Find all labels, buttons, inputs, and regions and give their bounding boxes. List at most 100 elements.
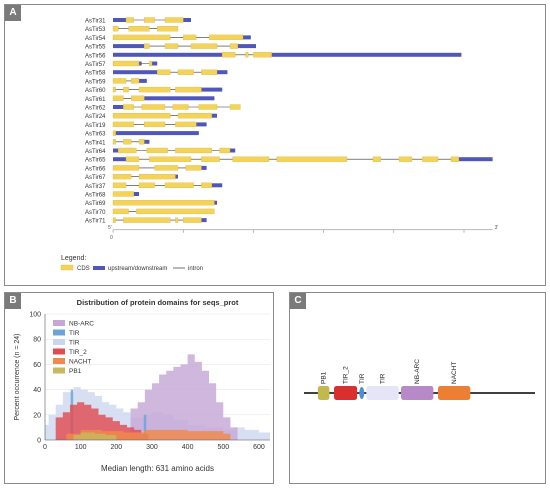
domain-label: TIR [359, 373, 366, 384]
cds-segment [112, 139, 116, 145]
domain-label: NACHT [451, 362, 458, 384]
gene-structure-chart: AsTir31 AsTir53 AsTir54 AsTir55 AsTir56 AsTir… [60, 17, 499, 272]
cds-segment [164, 43, 179, 49]
cds-segment [201, 182, 212, 188]
series-area-pb1 [66, 432, 117, 440]
panel-c-domain-architecture: C PB1 TIR_2 TIR TIR NB-ARC NACHT [289, 292, 546, 484]
cds-segment [112, 208, 129, 215]
cds-segment [422, 156, 439, 162]
cds-segment [276, 156, 348, 162]
gene-name-label: AsTir37 [85, 184, 106, 190]
domain-architecture-diagram: PB1 TIR_2 TIR TIR NB-ARC NACHT [304, 359, 535, 400]
cds-segment [123, 139, 132, 145]
utr-segment [211, 113, 217, 118]
cds-segment [164, 17, 184, 23]
cds-segment [112, 34, 171, 41]
cds-segment [125, 17, 134, 23]
gene-name-label: AsTir69 [85, 201, 106, 207]
cds-segment [125, 156, 140, 162]
gene-name-label: AsTir60 [85, 88, 106, 94]
cds-segment [175, 147, 212, 154]
legend-swatch [53, 320, 65, 326]
gene-name-label: AsTir31 [85, 19, 106, 25]
cds-segment [229, 104, 241, 110]
cds-segment [222, 52, 236, 58]
x-tick-label: 200 [110, 444, 122, 451]
cds-segment [112, 191, 134, 197]
x-tick-label: 300 [146, 444, 158, 451]
cds-segment [185, 165, 202, 171]
gene-name-label: AsTir70 [85, 210, 106, 216]
cds-segment [177, 113, 212, 119]
series-area-nb-arc [45, 354, 245, 440]
cds-segment [123, 217, 171, 223]
cds-segment [149, 60, 153, 67]
y-axis-label: Percent occurrence (n = 24) [14, 334, 21, 421]
cds-segment [201, 156, 220, 162]
three-prime-label: 3' [495, 225, 499, 231]
gene-name-label: AsTir58 [85, 71, 106, 77]
legend-title: Legend: [61, 255, 86, 262]
utr-segment [230, 148, 236, 153]
cds-segment [372, 156, 381, 162]
gene-name-label: AsTir41 [85, 140, 106, 146]
cds-segment [112, 121, 134, 128]
cds-segment [209, 34, 244, 41]
utr-segment [139, 78, 147, 83]
scale-start-label: 0 [110, 235, 113, 241]
gene-name-label: AsTir63 [85, 132, 106, 138]
gene-name-label: AsTir57 [85, 62, 106, 68]
cds-segment [183, 34, 197, 41]
series-area-tir [143, 414, 147, 440]
cds-segment [112, 173, 132, 180]
cds-segment [118, 147, 137, 154]
cds-segment [144, 43, 150, 49]
gene-name-label: AsTir53 [85, 27, 106, 33]
gene-name-label: AsTir66 [85, 166, 106, 172]
cds-segment [157, 26, 179, 32]
utr-segment [201, 165, 207, 170]
cds-segment [138, 139, 145, 145]
cds-segment [112, 78, 127, 84]
utr-segment [196, 122, 207, 127]
domain-label: TIR [380, 373, 387, 384]
cds-segment [112, 217, 116, 223]
cds-segment [190, 43, 218, 49]
gene-name-label: AsTir54 [85, 36, 106, 42]
legend-label: PB1 [69, 368, 82, 375]
legend-label: NB-ARC [69, 321, 94, 328]
cds-segment [138, 86, 171, 93]
cds-segment [144, 121, 166, 128]
gene-name-label: AsTir19 [85, 123, 106, 129]
chart-title: Distribution of protein domains for seqs… [77, 298, 239, 307]
cds-segment [177, 69, 194, 75]
panel-a-label: A [5, 5, 21, 21]
x-tick-label: 400 [182, 444, 194, 451]
cds-segment [112, 95, 124, 101]
domain-tir [359, 387, 365, 399]
cds-segment [112, 165, 140, 171]
utr-segment [113, 70, 158, 75]
gene-name-label: AsTir65 [85, 158, 106, 164]
utr-segment [133, 192, 139, 196]
legend-utr-label: upstream/downstream [108, 266, 167, 272]
cds-segment [198, 104, 218, 110]
domain-pb1 [317, 386, 330, 400]
cds-segment [112, 86, 116, 93]
gene-name-label: AsTir56 [85, 53, 106, 59]
gene-name-label: AsTir24 [85, 114, 106, 120]
cds-segment [175, 86, 202, 93]
gene-name-label: AsTir62 [85, 106, 106, 112]
utr-segment [458, 157, 493, 162]
cds-segment [154, 165, 179, 171]
cds-segment [123, 104, 134, 110]
x-tick-label: 0 [43, 444, 47, 451]
domain-nacht [437, 386, 471, 400]
series-area-tir-2 [52, 402, 149, 440]
cds-segment [253, 52, 272, 58]
legend-label: TIR [69, 340, 80, 347]
utr-segment [201, 218, 207, 223]
gene-name-label: AsTir59 [85, 79, 106, 85]
legend-utr-swatch [93, 266, 105, 270]
utr-segment [237, 44, 256, 49]
